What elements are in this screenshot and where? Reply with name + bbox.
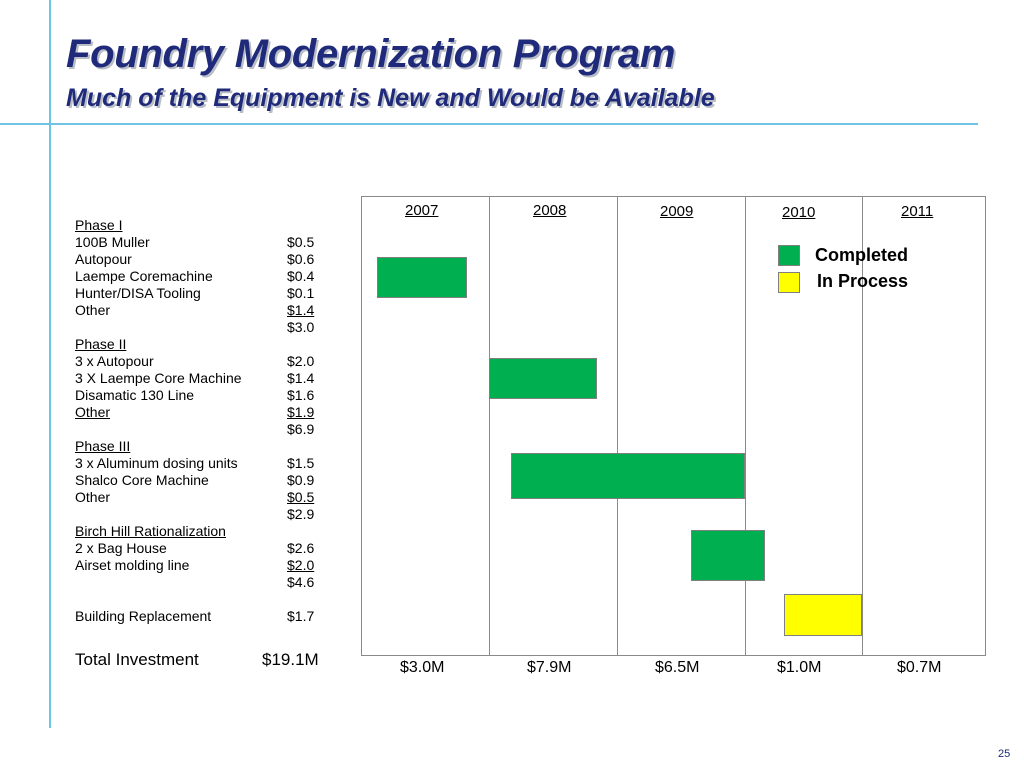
- year-label: 2008: [533, 202, 567, 219]
- list-item: Hunter/DISA Tooling $0.1: [75, 285, 335, 302]
- item-label: Airset molding line: [75, 557, 190, 573]
- item-value: $1.9: [287, 404, 315, 420]
- subtotal-value: $6.9: [287, 421, 315, 437]
- item-value: $1.6: [287, 387, 315, 403]
- column-divider: [489, 197, 490, 655]
- item-label: 3 X Laempe Core Machine: [75, 370, 242, 386]
- phase-heading-row: Phase III: [75, 438, 335, 455]
- column-divider: [617, 197, 618, 655]
- list-item: Building Replacement $1.7: [75, 608, 335, 625]
- list-item: Other $1.4: [75, 302, 335, 319]
- gantt-bar-building-replacement: [784, 594, 862, 636]
- page-number: 25: [998, 748, 1011, 760]
- list-item: 3 X Laempe Core Machine $1.4: [75, 370, 335, 387]
- gantt-bar-phase-1: [377, 257, 467, 298]
- legend-completed-swatch: [778, 245, 800, 266]
- year-total: $1.0M: [777, 659, 822, 676]
- item-value: $2.6: [287, 540, 315, 556]
- legend-in-process-label: In Process: [817, 271, 909, 291]
- subtotal-value: $4.6: [287, 574, 315, 590]
- subtotal-row: $6.9: [75, 421, 335, 438]
- phase-heading: Phase II: [75, 336, 127, 352]
- item-value: $0.1: [287, 285, 315, 301]
- item-value: $1.5: [287, 455, 315, 471]
- list-item: 3 x Aluminum dosing units $1.5: [75, 455, 335, 472]
- total-investment: Total Investment $19.1M: [75, 650, 335, 670]
- item-label: Other: [75, 489, 111, 505]
- list-item: 100B Muller $0.5: [75, 234, 335, 251]
- item-label: Autopour: [75, 251, 132, 267]
- item-value: $2.0: [287, 557, 315, 573]
- legend-completed-label: Completed: [815, 245, 909, 265]
- gantt-chart: 2007 2008 2009 2010 2011 Completed In Pr…: [361, 196, 986, 656]
- phase-heading-row: Phase I: [75, 217, 335, 234]
- list-item: 2 x Bag House $2.6: [75, 540, 335, 557]
- item-label: Laempe Coremachine: [75, 268, 213, 284]
- subtotal-value: $2.9: [287, 506, 315, 522]
- list-item: Airset molding line $2.0: [75, 557, 335, 574]
- year-label: 2010: [782, 204, 816, 221]
- subtotal-row: $2.9: [75, 506, 335, 523]
- year-total: $6.5M: [655, 659, 700, 676]
- item-label: Shalco Core Machine: [75, 472, 209, 488]
- subtotal-row: $4.6: [75, 574, 335, 591]
- total-value: $19.1M: [262, 650, 319, 669]
- gantt-bar-phase-2: [489, 358, 597, 399]
- item-value: $1.7: [287, 608, 315, 624]
- item-value: $2.0: [287, 353, 315, 369]
- legend-in-process-swatch: [778, 272, 800, 293]
- list-item: Autopour $0.6: [75, 251, 335, 268]
- item-value: $1.4: [287, 370, 315, 386]
- list-item: Other $0.5: [75, 489, 335, 506]
- item-label: 2 x Bag House: [75, 540, 167, 556]
- column-divider: [745, 197, 746, 655]
- item-value: $1.4: [287, 302, 315, 318]
- item-label: Hunter/DISA Tooling: [75, 285, 201, 301]
- investment-list: Phase I 100B Muller $0.5 Autopour $0.6 Lae…: [75, 217, 335, 625]
- phase-heading-row: Phase II: [75, 336, 335, 353]
- list-item: Shalco Core Machine $0.9: [75, 472, 335, 489]
- column-divider: [862, 197, 863, 655]
- year-label: 2009: [660, 203, 694, 220]
- phase-heading: Phase I: [75, 217, 123, 233]
- list-item: Other $1.9: [75, 404, 335, 421]
- phase-heading-row: Birch Hill Rationalization: [75, 523, 335, 540]
- year-total: $0.7M: [897, 659, 942, 676]
- item-value: $0.6: [287, 251, 315, 267]
- year-label: 2011: [901, 203, 934, 220]
- item-value: $0.4: [287, 268, 315, 284]
- item-label: Disamatic 130 Line: [75, 387, 195, 403]
- item-label: 3 x Autopour: [75, 353, 154, 369]
- year-total: $3.0M: [400, 659, 445, 676]
- item-value: $0.9: [287, 472, 315, 488]
- phase-heading: Phase III: [75, 438, 131, 454]
- item-value: $0.5: [287, 234, 315, 250]
- total-label: Total Investment: [75, 650, 199, 669]
- phase-heading: Birch Hill Rationalization: [75, 523, 226, 539]
- item-label: Other: [75, 404, 111, 420]
- spacer-row: [75, 591, 335, 608]
- list-item: 3 x Autopour $2.0: [75, 353, 335, 370]
- item-label: 3 x Aluminum dosing units: [75, 455, 238, 471]
- item-label: 100B Muller: [75, 234, 150, 250]
- list-item: Disamatic 130 Line $1.6: [75, 387, 335, 404]
- list-item: Laempe Coremachine $0.4: [75, 268, 335, 285]
- item-value: $0.5: [287, 489, 315, 505]
- subtotal-row: $3.0: [75, 319, 335, 336]
- year-total: $7.9M: [527, 659, 572, 676]
- gantt-bar-birch-hill: [691, 530, 765, 581]
- vertical-accent-rule: [49, 0, 51, 728]
- item-label: Building Replacement: [75, 608, 212, 624]
- page-title: Foundry Modernization Program: [66, 32, 676, 76]
- horizontal-accent-rule: [0, 123, 978, 125]
- subtotal-value: $3.0: [287, 319, 315, 335]
- page-subtitle: Much of the Equipment is New and Would b…: [66, 84, 715, 112]
- gantt-bar-phase-3: [511, 453, 745, 499]
- year-label: 2007: [405, 202, 439, 219]
- item-label: Other: [75, 302, 111, 318]
